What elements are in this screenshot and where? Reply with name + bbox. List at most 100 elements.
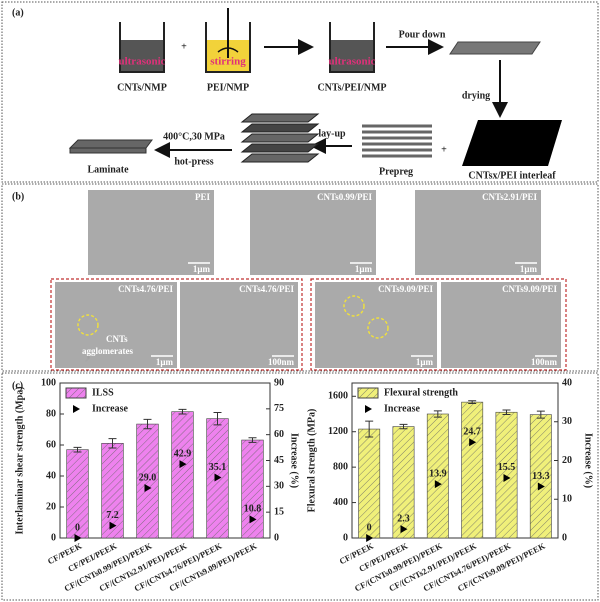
y-axis-label: Flexural strength (MPa) bbox=[306, 409, 317, 513]
increase-marker bbox=[109, 521, 117, 530]
scale-label: 1μm bbox=[193, 264, 211, 274]
y2-tick-label: 20 bbox=[562, 455, 572, 466]
y2-tick-label: 90 bbox=[274, 377, 284, 388]
panel-label: (c) bbox=[12, 380, 23, 391]
material-label: Laminate bbox=[87, 164, 129, 175]
sem-texture bbox=[315, 282, 437, 368]
increase-marker bbox=[537, 482, 545, 491]
increase-marker bbox=[249, 515, 257, 524]
material-label: CNTsx/PEI interleaf bbox=[468, 170, 556, 181]
annotation: CNTs bbox=[106, 334, 128, 344]
scale-label: 100nm bbox=[268, 357, 295, 367]
panel-border bbox=[1, 1, 599, 183]
error-bar bbox=[143, 418, 152, 430]
y-tick-label: 1600 bbox=[328, 391, 348, 402]
bar bbox=[461, 401, 484, 539]
sem-images: PEI1μmCNTs0.99/PEI1μmCNTs2.91/PEI1μmCNTs… bbox=[55, 190, 561, 368]
group-box bbox=[310, 278, 567, 371]
error-bar bbox=[399, 423, 408, 430]
bar bbox=[171, 411, 194, 539]
bar bbox=[495, 411, 518, 539]
increase-marker bbox=[469, 438, 477, 447]
legend-swatch bbox=[65, 387, 87, 399]
value-label: 10.8 bbox=[244, 504, 262, 515]
legend-marker bbox=[73, 405, 80, 413]
step-label: ultrasonic bbox=[328, 56, 375, 68]
legend-swatch bbox=[357, 387, 379, 399]
y2-tick-label: 0 bbox=[562, 532, 567, 543]
chart: 0 400 800 1200 1600 0 10 20 30 40 Flexural strengt… bbox=[306, 377, 593, 593]
sem-label: CNTs4.76/PEI bbox=[239, 284, 294, 294]
plus: + bbox=[181, 41, 187, 52]
error-bar bbox=[468, 400, 477, 404]
error-bar bbox=[536, 410, 545, 419]
increase-marker bbox=[366, 534, 374, 542]
panel-border bbox=[1, 183, 599, 372]
y2-tick-label: 75 bbox=[274, 403, 284, 414]
increase-marker bbox=[179, 460, 187, 469]
scale-label: 1μm bbox=[416, 357, 434, 367]
error-bar bbox=[73, 446, 82, 453]
chart: 0 20 40 60 80 100 0 15 30 45 60 75 90 Interlaminar sh… bbox=[14, 377, 299, 593]
panel-label: (b) bbox=[12, 191, 24, 202]
y-tick-label: 0 bbox=[343, 532, 348, 543]
y2-tick-label: 45 bbox=[274, 455, 284, 466]
y2-tick-label: 10 bbox=[562, 494, 572, 505]
y2-tick-label: 30 bbox=[274, 481, 284, 492]
increase-marker bbox=[214, 473, 222, 482]
value-label: 42.9 bbox=[174, 448, 192, 459]
error-bar bbox=[108, 438, 117, 449]
y-tick-label: 400 bbox=[333, 497, 348, 508]
laminate bbox=[68, 139, 153, 154]
annotation: agglomerates bbox=[82, 346, 133, 356]
error-bar bbox=[502, 409, 511, 415]
y-axis-label: Interlaminar shear strength (Mpa) bbox=[14, 386, 25, 534]
increase-marker bbox=[503, 473, 511, 482]
sem-label: CNTs9.09/PEI bbox=[502, 284, 557, 294]
legend-label: ILSS bbox=[92, 387, 114, 398]
value-label: 29.0 bbox=[139, 472, 157, 483]
value-label: 0 bbox=[75, 522, 80, 533]
increase-marker bbox=[144, 484, 152, 493]
sem-image: CNTs9.09/PEI 100nm bbox=[441, 282, 561, 368]
sem-image: CNTs2.91/PEI 1μm bbox=[415, 190, 541, 275]
step-label: Pour down bbox=[399, 29, 446, 40]
interleaf bbox=[462, 120, 562, 166]
error-bar bbox=[213, 411, 222, 426]
material-label: CNTs/PEI/NMP bbox=[317, 82, 386, 93]
increase-marker bbox=[434, 480, 442, 489]
y-tick-label: 40 bbox=[46, 470, 56, 481]
sem-image: CNTs4.76/PEI 1μm bbox=[55, 282, 177, 368]
sem-label: CNTs2.91/PEI bbox=[482, 192, 537, 202]
value-label: 0 bbox=[367, 522, 372, 533]
sem-texture bbox=[250, 190, 376, 275]
y-tick-label: 80 bbox=[46, 408, 56, 419]
scale-label: 1μm bbox=[520, 264, 538, 274]
beaker bbox=[119, 22, 165, 73]
scale-label: 1μm bbox=[156, 357, 174, 367]
plot-frame bbox=[351, 382, 559, 539]
sem-label: CNTs9.09/PEI bbox=[378, 284, 433, 294]
scale-label: 1μm bbox=[355, 264, 373, 274]
value-label: 2.3 bbox=[397, 513, 410, 524]
step-label: stirring bbox=[210, 56, 246, 68]
layup-stack bbox=[240, 113, 320, 163]
increase-marker bbox=[400, 525, 408, 534]
panel-label: (a) bbox=[12, 7, 24, 18]
sem-texture bbox=[441, 282, 561, 368]
y2-tick-label: 60 bbox=[274, 429, 284, 440]
step-label: drying bbox=[462, 90, 490, 101]
value-label: 24.7 bbox=[463, 427, 481, 438]
agglomerate-markers bbox=[77, 295, 389, 339]
y-tick-label: 60 bbox=[46, 439, 56, 450]
value-label: 35.1 bbox=[209, 462, 227, 473]
panel-border bbox=[1, 372, 599, 601]
value-label: 13.3 bbox=[532, 471, 550, 482]
group-box bbox=[50, 278, 303, 371]
error-bar bbox=[433, 410, 442, 418]
sem-image: PEI 1μm bbox=[88, 190, 214, 275]
sem-texture bbox=[88, 190, 214, 275]
